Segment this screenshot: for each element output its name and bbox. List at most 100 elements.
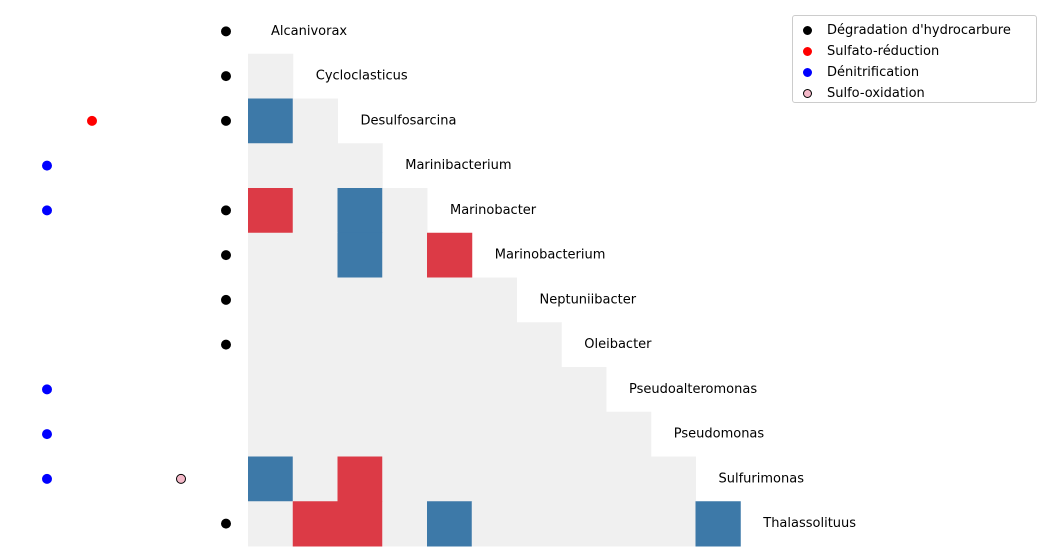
heatmap-cell-thalassolituus-marinibacterium: [382, 501, 428, 547]
heatmap-cell-sulfurimonas-pseudomonas: [650, 456, 696, 502]
heatmap-cell-oleibacter-marinibacterium: [382, 322, 428, 368]
marker-denitrification-sulfurimonas: [42, 473, 52, 484]
heatmap-cell-oleibacter-desulfosarcina: [337, 322, 383, 368]
heatmap-cell-oleibacter-neptuniibacter: [516, 322, 562, 368]
heatmap-cell-pseudomonas-oleibacter: [561, 411, 607, 457]
genus-label-desulfosarcina: Desulfosarcina: [361, 113, 457, 128]
heatmap-cell-pseudoalteromonas-neptuniibacter: [516, 367, 562, 413]
heatmap-cell-marinobacter-alcanivorax: [248, 188, 294, 234]
legend-marker-hydrocarbon-degradation: [803, 26, 812, 35]
heatmap-cell-pseudomonas-marinobacter: [427, 411, 473, 457]
heatmap-cell-pseudoalteromonas-marinibacterium: [382, 367, 428, 413]
heatmap-cell-marinobacter-marinibacterium: [382, 188, 428, 234]
heatmap-cell-desulfosarcina-cycloclasticus: [292, 98, 338, 144]
marker-degradation-d-hydrocarbure-thalassolituus: [221, 518, 231, 529]
heatmap-cell-thalassolituus-desulfosarcina: [337, 501, 383, 547]
heatmap-cell-oleibacter-marinobacter: [427, 322, 473, 368]
heatmap-cell-marinobacterium-marinobacter: [427, 232, 473, 278]
genus-label-marinibacterium: Marinibacterium: [405, 158, 511, 173]
marker-degradation-d-hydrocarbure-marinobacter: [221, 205, 231, 216]
heatmap-cell-neptuniibacter-alcanivorax: [248, 277, 294, 323]
genus-label-oleibacter: Oleibacter: [584, 337, 652, 352]
heatmap-cell-thalassolituus-pseudomonas: [650, 501, 696, 547]
heatmap-cell-sulfurimonas-cycloclasticus: [292, 456, 338, 502]
marker-denitrification-marinobacter: [42, 205, 52, 216]
heatmap-cell-sulfurimonas-pseudoalteromonas: [606, 456, 652, 502]
heatmap-cell-pseudoalteromonas-marinobacterium: [471, 367, 517, 413]
marker-sulfato-reduction-desulfosarcina: [87, 115, 97, 126]
legend-marker-sulfate-reduction: [803, 47, 812, 56]
heatmap-cell-pseudomonas-neptuniibacter: [516, 411, 562, 457]
heatmap-cell-pseudomonas-pseudoalteromonas: [606, 411, 652, 457]
heatmap-cell-desulfosarcina-alcanivorax: [248, 98, 294, 144]
genus-label-sulfurimonas: Sulfurimonas: [719, 471, 805, 486]
genus-label-pseudomonas: Pseudomonas: [674, 427, 765, 442]
legend-item-sulfo-oxidation: Sulfo-oxidation: [803, 83, 1036, 104]
heatmap-cell-sulfurimonas-desulfosarcina: [337, 456, 383, 502]
heatmap-cell-marinobacterium-alcanivorax: [248, 232, 294, 278]
marker-degradation-d-hydrocarbure-marinobacterium: [221, 250, 231, 261]
heatmap-cell-pseudomonas-desulfosarcina: [337, 411, 383, 457]
legend-label-denitrification: Dénitrification: [827, 65, 920, 80]
heatmap-cell-sulfurimonas-neptuniibacter: [516, 456, 562, 502]
legend-label-sulfate-reduction: Sulfato-réduction: [827, 44, 940, 59]
heatmap-cell-marinobacterium-cycloclasticus: [292, 232, 338, 278]
heatmap-cell-neptuniibacter-marinobacter: [427, 277, 473, 323]
heatmap-cell-neptuniibacter-marinobacterium: [471, 277, 517, 323]
heatmap-cell-marinobacterium-desulfosarcina: [337, 232, 383, 278]
heatmap-cell-pseudoalteromonas-desulfosarcina: [337, 367, 383, 413]
heatmap-cell-thalassolituus-neptuniibacter: [516, 501, 562, 547]
heatmap-cell-sulfurimonas-marinobacterium: [471, 456, 517, 502]
marker-denitrification-marinibacterium: [42, 160, 52, 171]
heatmap-cell-neptuniibacter-desulfosarcina: [337, 277, 383, 323]
heatmap-cell-thalassolituus-alcanivorax: [248, 501, 294, 547]
legend-marker-sulfo-oxidation: [803, 89, 812, 98]
heatmap-cell-neptuniibacter-cycloclasticus: [292, 277, 338, 323]
genus-labels: Alcanivorax Cycloclasticus Desulfosarcina M…: [271, 24, 856, 531]
heatmap-cell-thalassolituus-marinobacter: [427, 501, 473, 547]
heatmap-cell-marinobacter-cycloclasticus: [292, 188, 338, 234]
heatmap-cell-pseudomonas-alcanivorax: [248, 411, 294, 457]
marker-degradation-d-hydrocarbure-neptuniibacter: [221, 294, 231, 305]
marker-degradation-d-hydrocarbure-desulfosarcina: [221, 115, 231, 126]
heatmap-cell-thalassolituus-marinobacterium: [471, 501, 517, 547]
heatmap-cell-sulfurimonas-marinibacterium: [382, 456, 428, 502]
marker-sulfo-oxidation-sulfurimonas: [176, 473, 186, 484]
heatmap-cell-oleibacter-cycloclasticus: [292, 322, 338, 368]
heatmap-cell-pseudoalteromonas-oleibacter: [561, 367, 607, 413]
heatmap-cell-pseudomonas-marinibacterium: [382, 411, 428, 457]
heatmap-cell-oleibacter-marinobacterium: [471, 322, 517, 368]
legend-label-hydrocarbon-degradation: Dégradation d'hydrocarbure: [827, 23, 1011, 38]
heatmap-cells: [248, 53, 741, 547]
marker-degradation-d-hydrocarbure-oleibacter: [221, 339, 231, 350]
legend-item-hydrocarbon-degradation: Dégradation d'hydrocarbure: [803, 20, 1036, 41]
heatmap-cell-sulfurimonas-oleibacter: [561, 456, 607, 502]
heatmap-cell-pseudomonas-cycloclasticus: [292, 411, 338, 457]
heatmap-cell-sulfurimonas-marinobacter: [427, 456, 473, 502]
genus-label-alcanivorax: Alcanivorax: [271, 24, 347, 39]
function-markers: [42, 26, 231, 529]
heatmap-cell-thalassolituus-pseudoalteromonas: [606, 501, 652, 547]
legend-label-sulfo-oxidation: Sulfo-oxidation: [827, 86, 925, 101]
genus-label-thalassolituus: Thalassolituus: [762, 516, 856, 531]
heatmap-cell-cycloclasticus-alcanivorax: [248, 53, 294, 99]
heatmap-cell-marinibacterium-desulfosarcina: [337, 143, 383, 189]
genus-label-cycloclasticus: Cycloclasticus: [316, 69, 408, 84]
legend-item-sulfate-reduction: Sulfato-réduction: [803, 41, 1036, 62]
marker-denitrification-pseudoalteromonas: [42, 384, 52, 395]
genus-label-pseudoalteromonas: Pseudoalteromonas: [629, 382, 757, 397]
heatmap-cell-neptuniibacter-marinibacterium: [382, 277, 428, 323]
marker-denitrification-pseudomonas: [42, 429, 52, 440]
heatmap-cell-thalassolituus-cycloclasticus: [292, 501, 338, 547]
heatmap-cell-sulfurimonas-alcanivorax: [248, 456, 294, 502]
legend-item-denitrification: Dénitrification: [803, 62, 1036, 83]
genus-label-marinobacterium: Marinobacterium: [495, 248, 606, 263]
heatmap-cell-marinibacterium-alcanivorax: [248, 143, 294, 189]
genus-label-marinobacter: Marinobacter: [450, 203, 537, 218]
legend: Dégradation d'hydrocarbure Sulfato-réduc…: [792, 15, 1037, 103]
heatmap-cell-thalassolituus-oleibacter: [561, 501, 607, 547]
heatmap-cell-oleibacter-alcanivorax: [248, 322, 294, 368]
heatmap-cell-thalassolituus-sulfurimonas: [695, 501, 741, 547]
heatmap-cell-marinobacterium-marinibacterium: [382, 232, 428, 278]
